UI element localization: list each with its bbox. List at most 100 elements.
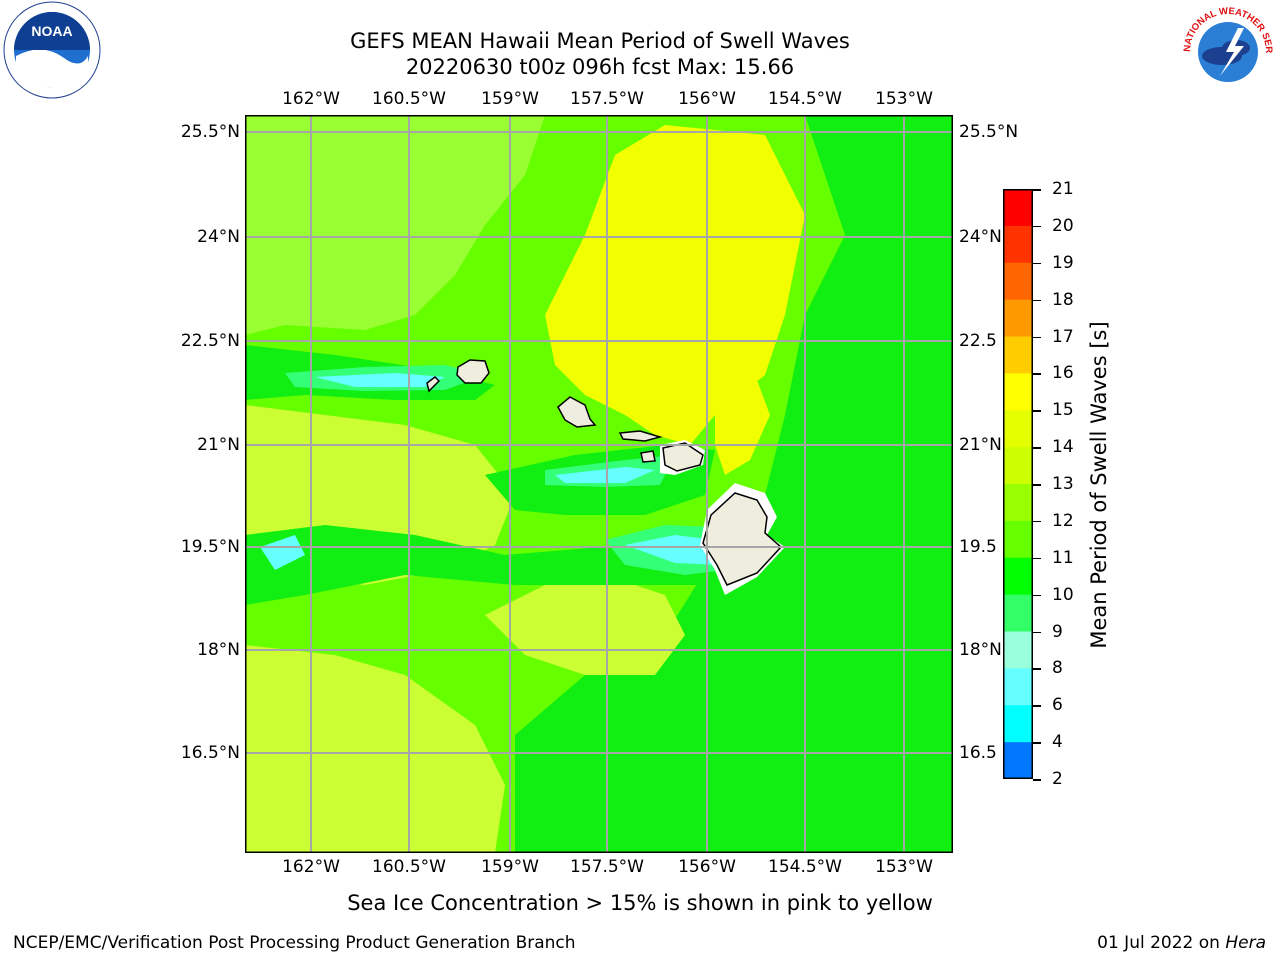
island-molokai <box>618 430 663 442</box>
lon-label-bottom: 159°W <box>481 857 539 877</box>
colorbar-tick-mark <box>1033 299 1041 302</box>
colorbar-tick-label: 15 <box>1052 400 1074 421</box>
lat-label-right: 25.5°N <box>959 122 1019 142</box>
lon-label-top: 157.5°W <box>570 89 644 109</box>
colorbar-tick-label: 10 <box>1052 584 1074 605</box>
lon-label-bottom: 157.5°W <box>570 857 644 877</box>
colorbar-tick-label: 11 <box>1052 547 1074 568</box>
colorbar-segment <box>1003 557 1033 596</box>
colorbar-tick-mark <box>1033 262 1041 265</box>
lon-label-top: 153°W <box>875 89 933 109</box>
colorbar-segment <box>1003 742 1033 779</box>
contour-15-plume <box>545 125 805 445</box>
colorbar-segment <box>1003 262 1033 301</box>
lon-label-top: 162°W <box>282 89 340 109</box>
map-gridlines <box>245 115 953 853</box>
contour-10-west-edge <box>260 535 305 570</box>
lon-label-bottom: 154.5°W <box>768 857 842 877</box>
lon-label-bottom: 153°W <box>875 857 933 877</box>
footer-date-text: 01 Jul 2022 on <box>1097 933 1226 953</box>
lat-label-left: 21°N <box>197 435 240 455</box>
colorbar-tick-label: 2 <box>1052 769 1063 789</box>
nws-logo: NATIONAL WEATHER SERVICE <box>1178 0 1276 98</box>
colorbar-segment <box>1003 594 1033 632</box>
island-lanai <box>640 450 656 463</box>
map-frame <box>245 115 953 853</box>
colorbar-tick-label: 12 <box>1052 510 1074 531</box>
colorbar-tick-label: 13 <box>1052 474 1074 494</box>
footer-credit: NCEP/EMC/Verification Post Processing Pr… <box>13 933 576 953</box>
contour-9-kauai <box>315 373 445 387</box>
contour-13-west <box>245 115 545 335</box>
colorbar-tick-label: 20 <box>1052 215 1074 236</box>
noaa-logo-text: NOAA <box>31 23 72 39</box>
colorbar-tick-label: 17 <box>1052 326 1074 347</box>
colorbar-tick-mark <box>1033 705 1041 707</box>
colorbar-tick-mark <box>1033 594 1041 597</box>
colorbar-tick-label: 19 <box>1052 252 1074 273</box>
lon-label-top: 156°W <box>678 89 736 109</box>
lat-label-right: 24°N <box>959 227 1002 247</box>
colorbar-tick-label: 4 <box>1052 732 1063 753</box>
map-panel <box>245 115 953 853</box>
colorbar-tick-label: 14 <box>1052 437 1074 458</box>
colorbar-tick-mark <box>1033 410 1041 412</box>
island-kauai <box>456 359 490 384</box>
colorbar-frame <box>1003 189 1033 779</box>
colorbar-segment <box>1003 225 1033 264</box>
lon-label-top: 154.5°W <box>768 89 842 109</box>
colorbar-tick-mark <box>1033 668 1041 670</box>
contour-11-band-south <box>245 525 715 605</box>
footer-machine: Hera <box>1225 933 1266 953</box>
lat-label-left: 24°N <box>197 227 240 247</box>
lon-label-top: 159°W <box>481 89 539 109</box>
lat-label-left: 18°N <box>197 640 240 660</box>
lat-label-right: 19.5 <box>959 537 997 557</box>
noaa-logo: NOAA <box>3 1 101 99</box>
lat-label-right: 22.5 <box>959 331 997 351</box>
colorbar-segment <box>1003 447 1033 485</box>
sea-ice-footnote: Sea Ice Concentration > 15% is shown in … <box>347 891 933 915</box>
island-maui <box>662 442 704 472</box>
colorbar-tick-label: 21 <box>1052 179 1074 199</box>
colorbar-segment <box>1003 668 1033 706</box>
colorbar-tick-mark <box>1033 742 1041 744</box>
colorbar-tick-mark <box>1033 373 1041 375</box>
colorbar-tick-label: 9 <box>1052 621 1063 642</box>
lat-label-right: 21°N <box>959 435 1002 455</box>
colorbar-segment <box>1003 299 1033 337</box>
colorbar-tick-mark <box>1033 189 1041 191</box>
colorbar-segment <box>1003 520 1033 559</box>
contour-9-hawaii-west <box>625 535 720 565</box>
colorbar-tick-mark <box>1033 336 1041 338</box>
lat-label-left: 16.5°N <box>180 743 240 763</box>
chart-subtitle: 20220630 t00z 096h fcst Max: 15.66 <box>405 55 795 79</box>
colorbar-tick-label: 6 <box>1052 695 1063 716</box>
colorbar-tick-label: 16 <box>1052 363 1074 384</box>
lon-label-bottom: 162°W <box>282 857 340 877</box>
colorbar <box>1003 189 1033 779</box>
colorbar-segment <box>1003 410 1033 448</box>
colorbar-tick-label: 8 <box>1052 658 1063 679</box>
colorbar-tick-label: 18 <box>1052 289 1074 310</box>
colorbar-tick-mark <box>1033 520 1041 523</box>
colorbar-tick-mark <box>1033 225 1041 228</box>
chart-title: GEFS MEAN Hawaii Mean Period of Swell Wa… <box>350 29 850 53</box>
colorbar-segment <box>1003 484 1033 522</box>
lat-label-left: 19.5°N <box>180 537 240 557</box>
colorbar-title: Mean Period of Swell Waves [s] <box>1087 321 1111 649</box>
colorbar-tick-mark <box>1033 631 1041 633</box>
lon-label-top: 160.5°W <box>372 89 446 109</box>
colorbar-tick-mark <box>1033 779 1041 781</box>
colorbar-segment <box>1003 705 1033 743</box>
island-niihau <box>426 376 441 393</box>
colorbar-segment <box>1003 373 1033 411</box>
colorbar-tick-mark <box>1033 447 1041 449</box>
contour-9-molokai <box>555 467 655 483</box>
colorbar-tick-mark <box>1033 557 1041 560</box>
footer-date: 01 Jul 2022 on Hera <box>1097 933 1266 953</box>
contour-15-southeast <box>715 375 770 475</box>
island-oahu <box>557 396 597 428</box>
lon-label-bottom: 156°W <box>678 857 736 877</box>
colorbar-tick-mark <box>1033 484 1041 486</box>
